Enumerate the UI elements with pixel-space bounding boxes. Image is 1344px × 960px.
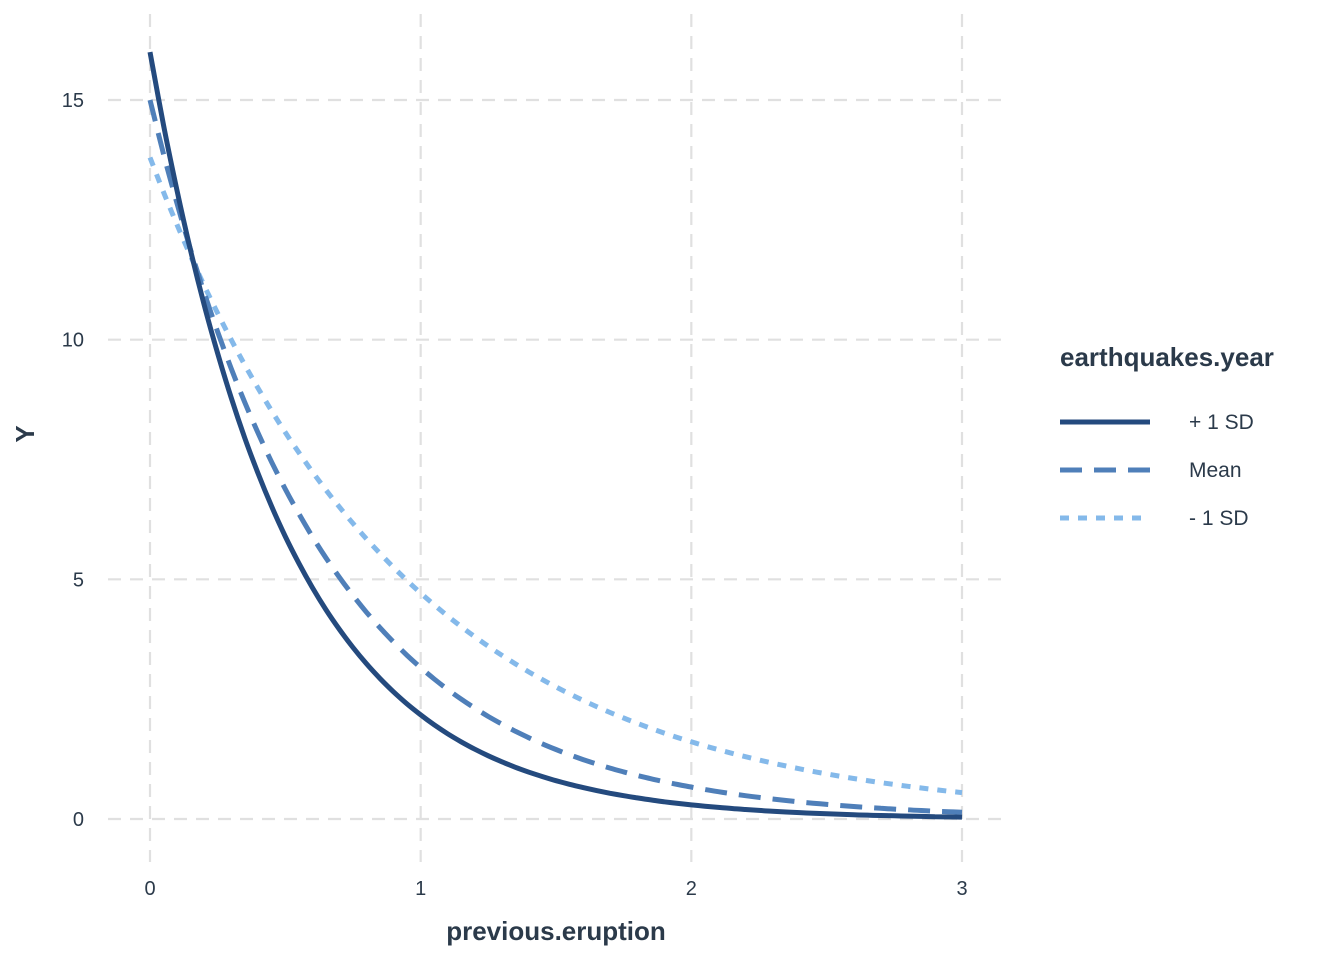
x-tick-label: 1 <box>415 878 426 900</box>
legend-label: - 1 SD <box>1189 507 1249 530</box>
x-tick-label: 2 <box>686 878 697 900</box>
series-line-1-sd <box>147 51 963 820</box>
series-line-1-sd <box>147 156 963 796</box>
legend-items: + 1 SD Mean - 1 SD <box>1060 411 1254 530</box>
series-line-mean <box>147 99 963 815</box>
legend-label: + 1 SD <box>1189 411 1254 434</box>
y-tick-label: 15 <box>62 90 84 112</box>
legend-title: earthquakes.year <box>1060 342 1274 372</box>
x-tick-label: 0 <box>144 878 155 900</box>
legend-label: Mean <box>1189 459 1242 482</box>
series-lines <box>147 51 963 820</box>
x-axis-title: previous.eruption <box>446 916 666 946</box>
y-axis-ticks: 0 5 10 15 <box>62 90 84 831</box>
x-axis-ticks: 0 1 2 3 <box>144 878 967 900</box>
y-tick-label: 0 <box>73 809 84 831</box>
grid <box>108 14 1004 862</box>
y-tick-label: 10 <box>62 330 84 352</box>
y-tick-label: 5 <box>73 569 84 591</box>
legend: earthquakes.year + 1 SD Mean - 1 SD <box>1060 342 1274 530</box>
x-tick-label: 3 <box>956 878 967 900</box>
y-axis-title: Y <box>10 425 40 442</box>
